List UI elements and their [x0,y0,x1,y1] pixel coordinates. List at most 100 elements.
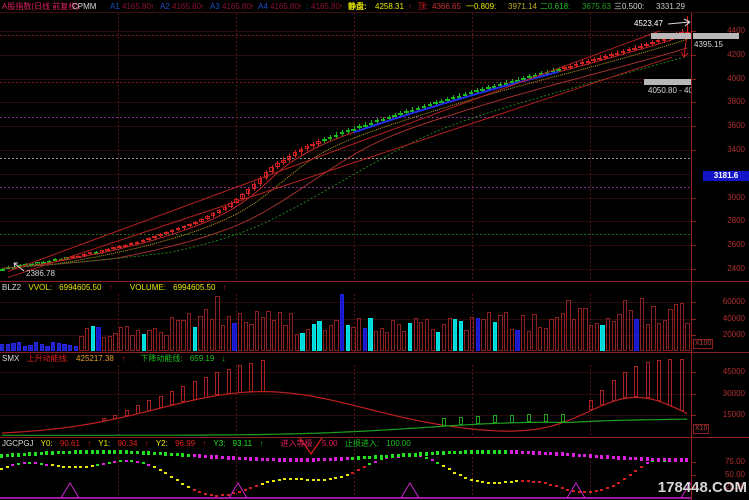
candle-body [474,90,479,93]
oscillator-ribbon-bar [164,472,168,475]
candle [521,13,526,281]
header-static-volume-value: 4258.31 [375,2,404,11]
oscillator-ribbon-bar [232,492,236,495]
smx-hist-bar-up [600,389,605,406]
oscillator-band-bar [311,458,315,462]
smx-panel[interactable]: SMX 上升动能线: 425217.38 ↑ 下降动能线: 659.19 ↓ 1… [0,352,749,437]
oscillator-ribbon-bar [526,480,530,483]
candle-wick [277,160,279,169]
oscillator-ribbon-bar [45,463,49,466]
oscillator-ribbon-bar [79,466,83,469]
oscillator-ribbon-bar [152,466,156,469]
candle-body [351,128,356,131]
oscillator-band-bar [90,450,94,454]
volume-bar [186,312,192,351]
oscillator-plot-area[interactable] [0,438,691,500]
smx-hist-bar-up [135,405,140,414]
oscillator-band-bar [56,450,60,455]
header-ma5-value: 4165.80 [311,2,340,11]
axis-label: 3600 [727,121,745,130]
candle [286,13,292,281]
oscillator-band-bar [447,450,451,455]
candle [128,13,134,281]
axis-label: 3800 [727,97,745,106]
axis-label: 20000 [722,330,745,339]
candle-body [650,42,655,45]
oscillator-band-bar [662,457,666,462]
oscillator-ribbon-bar [362,466,366,469]
axis-tick [692,415,696,416]
volume-bar [685,322,690,351]
candle [175,13,181,281]
oscillator-band-bar [328,457,332,462]
volume-vvol-value: 6994605.50 [59,283,102,292]
volume-vvol-arrow: ↑ [108,283,113,292]
smx-hist-bar-up [192,381,197,400]
smx-hist-bar-up [623,372,627,399]
oscillator-ribbon-bar [481,481,485,483]
oscillator-band-bar [152,451,156,456]
candle-wick [318,139,320,146]
candle [509,13,515,281]
oscillator-ribbon-bar [521,480,525,483]
oscillator-band-bar [28,452,32,456]
oscillator-ribbon-bar [130,459,134,462]
volume-bar [351,327,356,351]
volume-bar [407,322,413,351]
candle [240,13,245,281]
price-plot-area[interactable]: 4523.47 4050.80 - 4079.30 2386.78 [0,13,691,281]
time-gridline [590,13,591,281]
oscillator-ribbon-bar [430,459,434,462]
axis-tick [692,198,696,199]
volume-bar [198,316,203,351]
candle-body [345,130,351,133]
candle [503,13,509,281]
candle-body [386,116,392,119]
price-gridline [0,126,691,127]
osc-y3-arrow: ↑ [259,439,264,448]
fib-level-line [0,117,691,118]
volume-plot-area[interactable] [0,282,691,352]
oscillator-ribbon-bar [640,465,643,468]
smx-plot-area[interactable] [0,353,691,437]
smx-hist-bar-up [589,400,593,411]
candle [263,13,269,281]
oscillator-panel[interactable]: JGCPGJ Y0: 90.61 ↑ Y1: 90.34 ↑ Y2: 96.99… [0,437,749,500]
volume-panel[interactable]: BLZ2 VVOL: 6994605.50 ↑ VOLUME: 6994605.… [0,281,749,352]
candle [251,13,257,281]
candle [421,13,427,281]
volume-bar [396,324,401,351]
oscillator-band-bar [385,454,389,459]
candle-body [503,82,509,85]
oscillator-band-bar [543,451,547,456]
time-gridline [236,365,237,437]
candle-wick [306,144,308,152]
oscillator-band-bar [572,453,576,457]
chart-header-bar: A股指数(日线 前复权) CPMM A1 4165.80 ↑ A2 4165.8… [0,0,749,13]
oscillator-band-bar [379,454,383,459]
volume-label: VOLUME: [129,283,166,292]
price-gridline [0,150,691,151]
oscillator-band-bar [68,450,71,455]
volume-bar [390,319,396,351]
volume-bar [623,300,628,351]
volume-bar [657,323,662,351]
volume-bar [589,324,594,351]
candle-wick [248,187,250,196]
volume-bar [5,343,11,351]
candle [333,13,339,281]
candle-wick [213,212,215,218]
oscillator-band-bar [634,456,638,461]
oscillator-ribbon-bar [11,464,15,466]
osc-y1-value: 90.34 [117,439,138,448]
oscillator-band-bar [396,453,400,458]
candle-body [638,45,643,48]
candle-wick [265,170,267,180]
volume-bar [107,335,112,351]
price-chart-panel[interactable]: 4523.47 4050.80 - 4079.30 2386.78 4400 4200… [0,13,749,281]
volume-bar [674,303,679,351]
candle [292,13,298,281]
candle-body [497,84,503,86]
candle [462,13,468,281]
candle [87,13,93,281]
